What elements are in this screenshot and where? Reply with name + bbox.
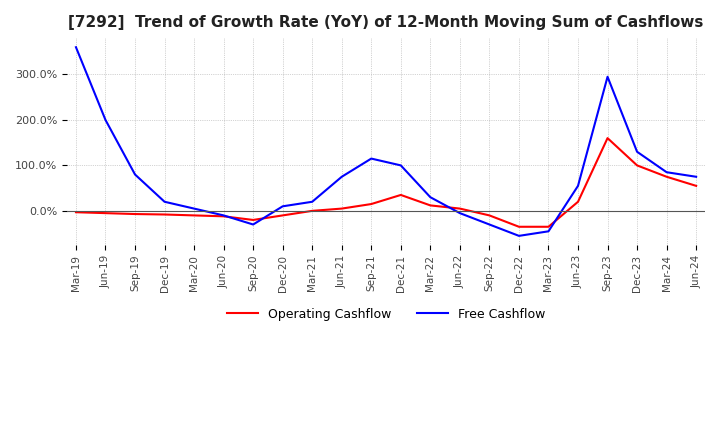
Free Cashflow [544,229,553,234]
Legend: Operating Cashflow, Free Cashflow: Operating Cashflow, Free Cashflow [222,303,550,326]
Free Cashflow [71,44,80,50]
Operating Cashflow [515,224,523,229]
Free Cashflow [603,74,612,79]
Free Cashflow [131,172,140,177]
Operating Cashflow [692,183,701,188]
Free Cashflow [574,183,582,188]
Operating Cashflow [131,211,140,216]
Free Cashflow [397,163,405,168]
Free Cashflow [190,206,199,211]
Operating Cashflow [71,209,80,215]
Operating Cashflow [279,213,287,218]
Operating Cashflow [603,136,612,141]
Operating Cashflow [161,212,169,217]
Operating Cashflow [544,224,553,229]
Operating Cashflow [220,214,228,219]
Operating Cashflow [485,213,494,218]
Free Cashflow [515,233,523,238]
Operating Cashflow [662,174,671,180]
Free Cashflow [485,222,494,227]
Free Cashflow [692,174,701,180]
Free Cashflow [662,169,671,175]
Operating Cashflow [456,206,464,211]
Operating Cashflow [308,208,317,213]
Free Cashflow [249,222,258,227]
Operating Cashflow [426,203,435,208]
Line: Operating Cashflow: Operating Cashflow [76,138,696,227]
Operating Cashflow [574,199,582,205]
Free Cashflow [456,210,464,216]
Operating Cashflow [102,210,110,216]
Free Cashflow [220,213,228,218]
Free Cashflow [367,156,376,161]
Free Cashflow [279,204,287,209]
Line: Free Cashflow: Free Cashflow [76,47,696,236]
Free Cashflow [102,117,110,123]
Free Cashflow [338,174,346,180]
Operating Cashflow [338,206,346,211]
Free Cashflow [633,149,642,154]
Free Cashflow [426,194,435,200]
Operating Cashflow [190,213,199,218]
Operating Cashflow [367,202,376,207]
Operating Cashflow [633,163,642,168]
Title: [7292]  Trend of Growth Rate (YoY) of 12-Month Moving Sum of Cashflows: [7292] Trend of Growth Rate (YoY) of 12-… [68,15,703,30]
Free Cashflow [161,199,169,205]
Free Cashflow [308,199,317,205]
Operating Cashflow [397,192,405,198]
Operating Cashflow [249,217,258,223]
